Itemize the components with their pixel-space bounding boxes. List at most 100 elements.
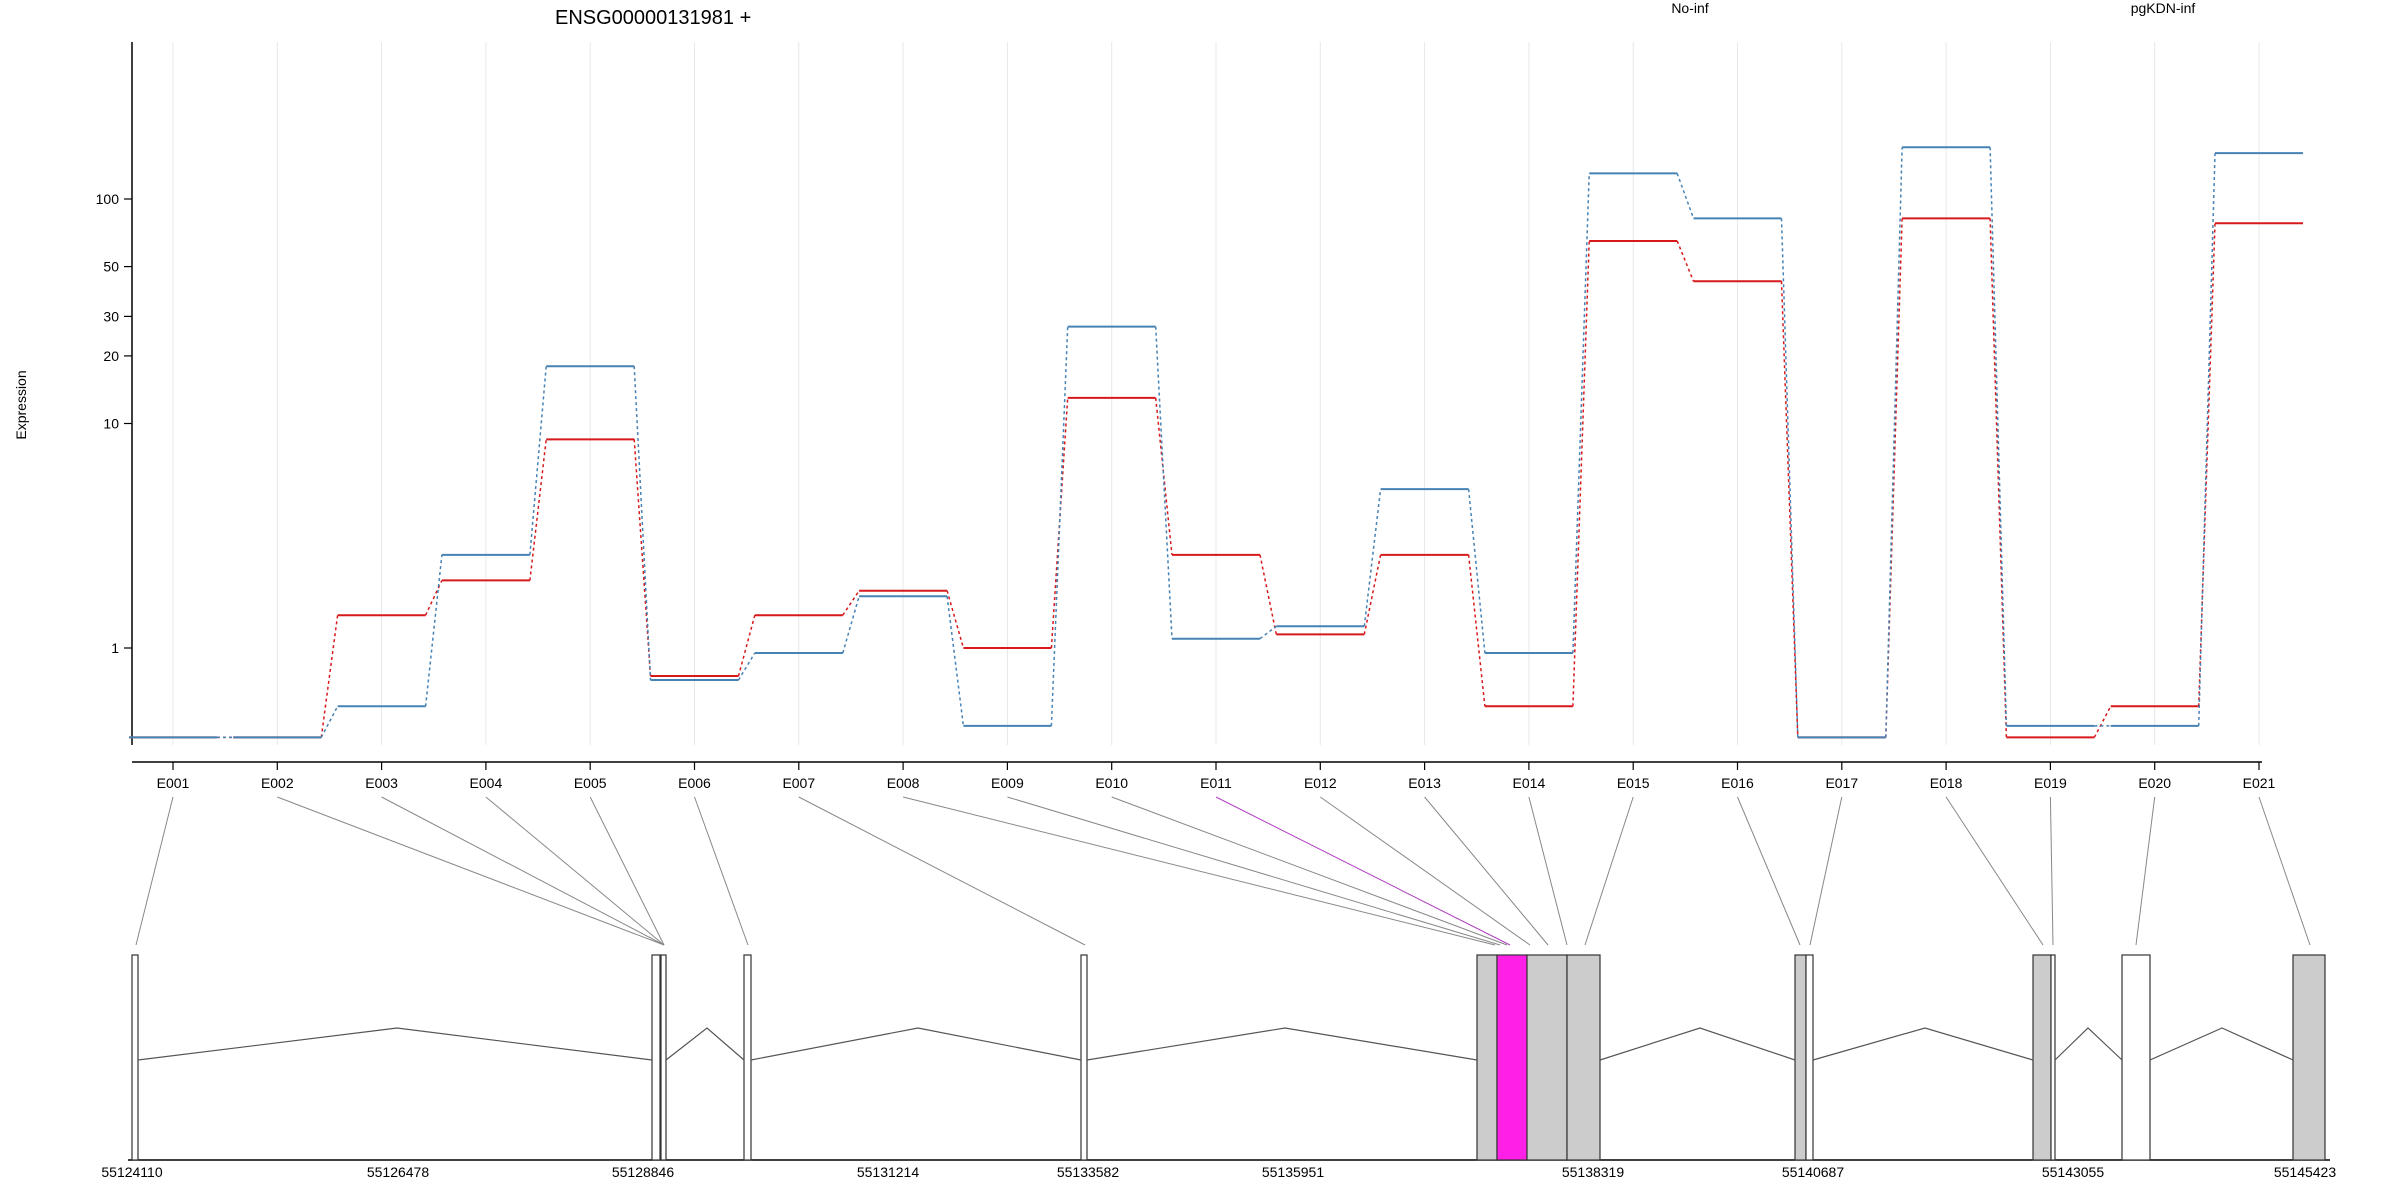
x-tick-label: E018 xyxy=(1930,775,1963,791)
legend-pgkdn-inf: pgKDN-inf xyxy=(2131,0,2196,16)
series-connector xyxy=(1676,173,1695,219)
series-connector xyxy=(1780,218,1799,738)
series-connector xyxy=(1154,397,1173,555)
exon-box xyxy=(2121,954,2151,1161)
series-connector xyxy=(633,366,652,681)
series-connector xyxy=(842,590,860,616)
series-connector xyxy=(1363,554,1382,635)
x-tick-label: E019 xyxy=(2034,775,2067,791)
series-connector xyxy=(1363,489,1382,627)
series-connector xyxy=(633,439,652,677)
x-tick-label: E002 xyxy=(261,775,294,791)
series-connector xyxy=(1259,554,1278,635)
exon-connector xyxy=(902,796,1496,946)
y-tick-label: 30 xyxy=(103,308,119,324)
genomic-tick-label: 55133582 xyxy=(1057,1164,1120,1180)
series-connector xyxy=(1050,326,1069,726)
y-tick-label: 20 xyxy=(103,348,119,364)
series-connector xyxy=(1780,281,1799,738)
series-connector xyxy=(1989,147,2008,726)
x-tick-label: E021 xyxy=(2243,775,2276,791)
x-tick-label: E013 xyxy=(1408,775,1441,791)
intron-line xyxy=(137,1027,653,1061)
genomic-tick-label: 55124110 xyxy=(101,1164,162,1180)
series-connector xyxy=(1154,326,1173,639)
exon-connector xyxy=(2049,796,2054,946)
exon-connector xyxy=(1007,796,1501,946)
exon-box xyxy=(1496,954,1528,1161)
series-connector xyxy=(1989,218,2008,738)
x-tick-label: E004 xyxy=(470,775,503,791)
exon-box xyxy=(651,954,661,1161)
series-connector xyxy=(842,596,860,654)
exon-connector xyxy=(1584,796,1634,946)
intron-line xyxy=(2149,1027,2294,1061)
series-connector xyxy=(2197,223,2216,707)
series-connector xyxy=(1676,240,1695,282)
exon-connector xyxy=(485,796,665,946)
exon-box xyxy=(2032,954,2052,1161)
genomic-tick-label: 55126478 xyxy=(367,1164,430,1180)
intron-line xyxy=(750,1027,1082,1061)
x-tick-label: E012 xyxy=(1304,775,1337,791)
intron-line xyxy=(1086,1027,1478,1061)
x-tick-label: E001 xyxy=(157,775,190,791)
y-axis: 1 10 20 30 50 100 xyxy=(96,42,133,745)
exon-connector xyxy=(694,796,749,946)
series-connector xyxy=(1885,147,1903,738)
exon-box xyxy=(660,954,667,1161)
x-tick-label: E007 xyxy=(782,775,815,791)
series-connector xyxy=(1572,173,1590,654)
legend-no-inf: No-inf xyxy=(1671,0,1708,16)
exon-connector xyxy=(589,796,665,946)
exon-connector xyxy=(135,796,174,946)
y-axis-label: Expression xyxy=(13,370,29,439)
exon-connector xyxy=(277,796,665,946)
genomic-tick-label: 55140687 xyxy=(1782,1164,1845,1180)
series-connector xyxy=(2093,705,2112,738)
series-connector xyxy=(320,705,339,738)
exon-box xyxy=(2050,954,2056,1161)
exon-connector xyxy=(2258,796,2311,946)
exon-connector xyxy=(1737,796,1801,946)
series-connector xyxy=(424,580,443,616)
y-tick-label: 50 xyxy=(103,259,119,275)
x-axis: E001 E002 E003 E004 E005 E006 E007 E008 E009 E010… xyxy=(132,761,2276,791)
x-tick-label: E020 xyxy=(2138,775,2171,791)
series-layer xyxy=(129,146,2303,739)
intron-line xyxy=(665,1027,745,1061)
genomic-tick-label: 55131214 xyxy=(857,1164,920,1180)
x-tick-label: E008 xyxy=(887,775,920,791)
exon-connector xyxy=(1945,796,2044,946)
intron-line xyxy=(2054,1027,2123,1061)
genomic-tick-label: 55128846 xyxy=(612,1164,675,1180)
y-tick-label: 1 xyxy=(111,640,119,656)
exon-connector xyxy=(1424,796,1549,946)
exon-box xyxy=(131,954,139,1161)
gene-model: 55124110 55126478 55128846 55131214 55133582… xyxy=(101,796,2337,1180)
exon-box xyxy=(1794,954,1807,1161)
x-tick-label: E016 xyxy=(1721,775,1754,791)
y-tick-label: 100 xyxy=(96,191,120,207)
series-connector xyxy=(1259,625,1277,640)
series-connector xyxy=(320,615,339,738)
x-tick-label: E010 xyxy=(1095,775,1128,791)
exon-connector xyxy=(798,796,1086,946)
exon-connector xyxy=(1320,796,1531,946)
genomic-tick-label: 55138319 xyxy=(1562,1164,1625,1180)
grid-lines xyxy=(172,42,2260,745)
exon-connector xyxy=(1111,796,1508,946)
chart-title: ENSG00000131981 + xyxy=(555,7,751,29)
exon-box xyxy=(1805,954,1814,1161)
x-tick-label: E015 xyxy=(1617,775,1650,791)
genomic-tick-label: 55145423 xyxy=(2274,1164,2337,1180)
series-connector xyxy=(2197,153,2216,726)
series-connector xyxy=(529,366,547,555)
exon-box xyxy=(2292,954,2326,1161)
exon-box xyxy=(743,954,752,1161)
intron-line xyxy=(1599,1027,1796,1061)
series-connector xyxy=(946,590,965,649)
exon-box xyxy=(1080,954,1088,1161)
exon-box xyxy=(1476,954,1498,1161)
